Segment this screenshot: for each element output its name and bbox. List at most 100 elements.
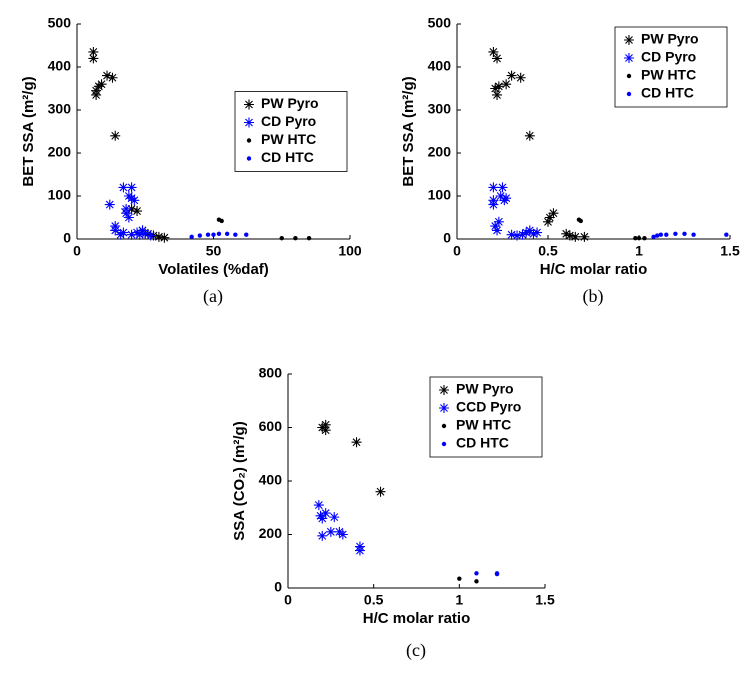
point xyxy=(244,232,249,237)
point xyxy=(233,232,238,237)
point xyxy=(107,72,118,83)
point xyxy=(488,199,499,210)
point xyxy=(110,225,121,236)
point xyxy=(633,235,638,241)
point xyxy=(351,437,362,448)
panel-caption: (b) xyxy=(583,286,604,307)
point xyxy=(91,89,102,100)
point xyxy=(490,221,501,232)
point xyxy=(159,232,170,243)
legend-marker xyxy=(624,53,634,63)
point xyxy=(682,231,687,237)
subplot: 0 200 400 600 800 0 0.5 1 1.5 H/C molar ratio SSA … xyxy=(231,365,555,661)
point xyxy=(337,529,348,540)
point xyxy=(506,70,517,81)
point xyxy=(279,235,284,241)
legend-marker xyxy=(246,156,252,161)
legend-label: PW HTC xyxy=(456,417,511,433)
y-tick-label: 400 xyxy=(428,58,452,74)
point xyxy=(501,193,512,204)
y-tick-label: 200 xyxy=(428,144,452,160)
point xyxy=(501,79,512,90)
point xyxy=(317,513,328,524)
point xyxy=(118,227,129,238)
point xyxy=(488,182,499,193)
x-axis-label: H/C molar ratio xyxy=(363,610,471,627)
x-tick-label: 1.5 xyxy=(535,592,555,608)
point xyxy=(579,231,590,242)
y-tick-label: 600 xyxy=(259,418,283,434)
point xyxy=(153,231,164,242)
point xyxy=(102,70,113,81)
y-tick-label: 200 xyxy=(48,144,72,160)
point xyxy=(494,571,500,577)
point xyxy=(132,206,143,217)
legend-box xyxy=(234,91,348,172)
y-tick-label: 0 xyxy=(443,230,451,246)
point xyxy=(134,229,145,240)
point xyxy=(495,191,506,201)
point xyxy=(219,218,224,224)
point xyxy=(548,208,559,219)
point xyxy=(493,81,504,92)
point xyxy=(320,425,331,436)
point xyxy=(570,231,581,242)
point xyxy=(118,182,129,193)
x-tick-label: 1 xyxy=(455,592,463,608)
x-tick-label: 0 xyxy=(453,243,461,259)
point xyxy=(492,89,503,100)
y-tick-label: 200 xyxy=(259,525,283,541)
y-tick-label: 300 xyxy=(428,101,452,117)
point xyxy=(642,235,647,241)
point xyxy=(88,53,99,64)
point xyxy=(578,218,583,224)
point xyxy=(544,212,555,223)
point xyxy=(517,229,528,240)
point xyxy=(211,232,216,237)
legend-label: CD Pyro xyxy=(641,49,696,65)
legend-label: CD HTC xyxy=(456,435,509,451)
legend-marker xyxy=(441,423,447,429)
legend-marker xyxy=(244,117,254,128)
point xyxy=(126,203,137,214)
legend-label: CD HTC xyxy=(261,149,314,165)
point xyxy=(317,530,328,541)
point xyxy=(528,228,539,239)
legend-label: PW Pyro xyxy=(261,95,319,111)
point xyxy=(691,232,696,237)
point xyxy=(521,227,532,238)
point xyxy=(524,225,535,236)
point xyxy=(664,232,669,237)
point xyxy=(189,234,194,240)
point xyxy=(497,182,508,193)
x-axis-label: H/C molar ratio xyxy=(540,261,648,278)
legend-marker xyxy=(626,73,632,79)
point xyxy=(532,227,543,238)
point xyxy=(724,232,729,237)
legend-label: CD HTC xyxy=(641,85,694,101)
point xyxy=(224,231,230,237)
x-tick-label: 1 xyxy=(635,243,643,259)
point xyxy=(313,500,324,511)
legend-marker xyxy=(441,441,447,447)
legend-marker xyxy=(439,403,449,413)
point xyxy=(651,234,656,240)
y-tick-label: 400 xyxy=(259,472,283,488)
y-axis-label: SSA (CO₂) (m²/g) xyxy=(231,421,248,540)
point xyxy=(474,571,479,576)
x-axis-label: Volatiles (%daf) xyxy=(158,261,269,278)
y-tick-label: 100 xyxy=(48,187,72,203)
point xyxy=(561,228,572,239)
legend-marker xyxy=(246,138,252,143)
point xyxy=(506,229,517,240)
legend-label: CCD Pyro xyxy=(456,399,521,415)
point xyxy=(205,232,211,237)
point xyxy=(123,212,134,223)
point xyxy=(315,510,326,521)
point xyxy=(216,231,222,237)
point xyxy=(140,228,151,239)
point xyxy=(293,235,298,241)
legend-label: PW Pyro xyxy=(641,31,699,47)
y-axis-label: BET SSA (m²/g) xyxy=(400,76,417,186)
